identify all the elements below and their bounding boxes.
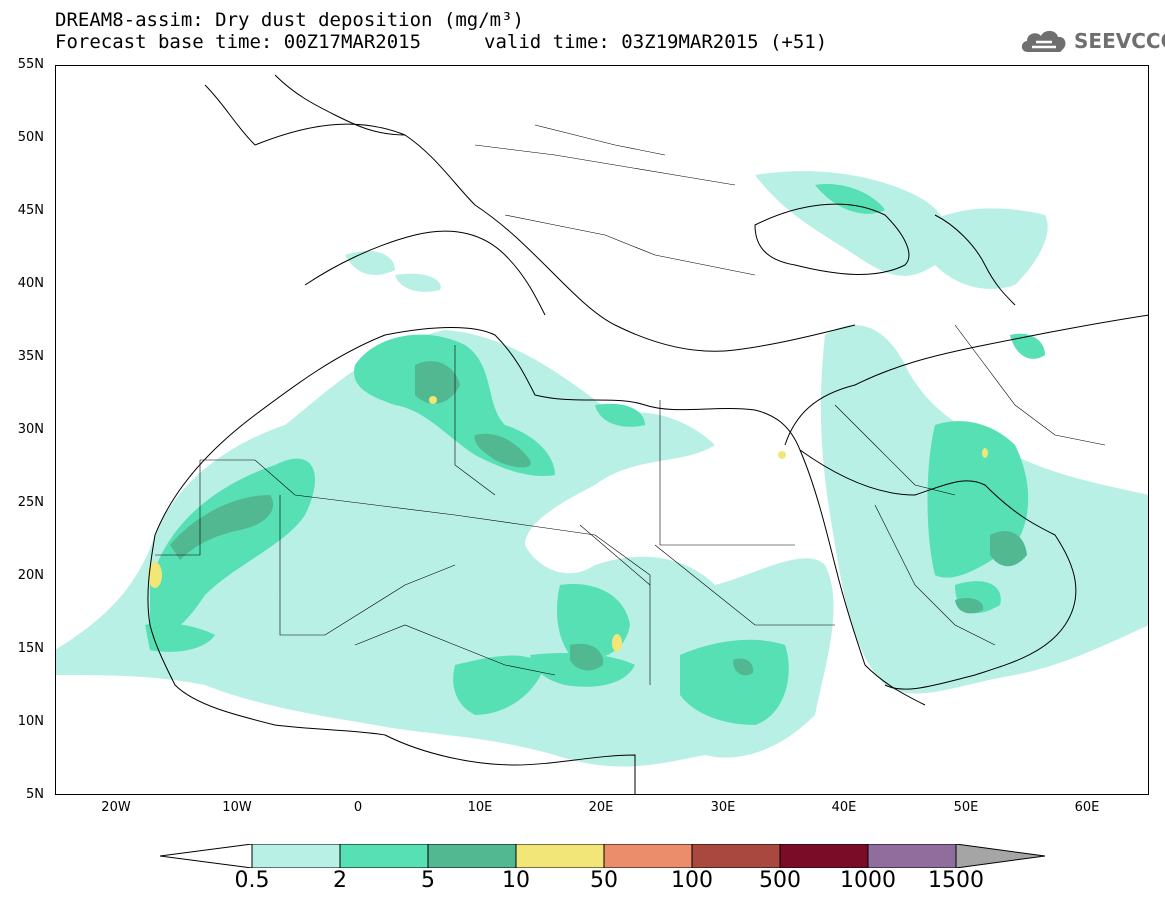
lat-label-45n: 45N — [17, 203, 44, 218]
lat-label-50n: 50N — [17, 130, 44, 145]
logo-text: SEEVCCC — [1074, 29, 1165, 53]
lat-label-30n: 30N — [17, 422, 44, 437]
colorbar-label-1500: 1500 — [928, 868, 984, 893]
country-borders — [155, 124, 1106, 685]
lat-label-35n: 35N — [17, 349, 44, 364]
lon-label-10e: 10E — [467, 800, 493, 815]
lat-label-55n: 55N — [17, 57, 44, 72]
valid-time: valid time: 03Z19MAR2015 (+51) — [484, 31, 828, 53]
lat-label-15n: 15N — [17, 641, 44, 656]
colorbar-label-2: 2 — [333, 868, 347, 893]
colorbar-low-arrow — [160, 844, 253, 868]
deposition-level-2 — [145, 184, 1045, 725]
dust-deposition-map — [55, 65, 1149, 795]
lat-label-20n: 20N — [17, 568, 44, 583]
colorbar-label-500: 500 — [759, 868, 801, 893]
colorbar-label-1000: 1000 — [840, 868, 896, 893]
map-title: DREAM8-assim: Dry dust deposition (mg/m³… — [55, 9, 524, 31]
colorbar-swatch-50-100 — [603, 844, 693, 868]
lon-label-30e: 30E — [710, 800, 736, 815]
colorbar-swatch-5-10 — [427, 844, 517, 868]
colorbar-label-50: 50 — [590, 868, 618, 893]
colorbar-swatch-1000-1500 — [867, 844, 957, 868]
lon-label-20w: 20W — [101, 800, 131, 815]
colorbar — [160, 844, 1045, 868]
lon-label-60e: 60E — [1074, 800, 1100, 815]
colorbar-high-arrow — [955, 844, 1045, 868]
deposition-level-5 — [170, 361, 1027, 676]
colorbar-swatch-0.5-2 — [251, 844, 341, 868]
colorbar-swatch-500-1000 — [779, 844, 869, 868]
lat-label-40n: 40N — [17, 276, 44, 291]
lat-label-10n: 10N — [17, 714, 44, 729]
lon-label-20e: 20E — [588, 800, 614, 815]
cloud-icon — [1021, 30, 1066, 52]
lon-label-50e: 50E — [953, 800, 979, 815]
lon-label-40e: 40E — [831, 800, 857, 815]
colorbar-swatch-10-50 — [515, 844, 605, 868]
colorbar-label-10: 10 — [502, 868, 530, 893]
coastlines — [147, 74, 1149, 795]
colorbar-label-5: 5 — [421, 868, 435, 893]
deposition-level-10 — [148, 396, 988, 652]
seevccc-logo: SEEVCCC — [1018, 26, 1165, 56]
colorbar-swatch-2-5 — [339, 844, 429, 868]
colorbar-swatch-100-500 — [691, 844, 781, 868]
lon-label-10w: 10W — [222, 800, 252, 815]
lat-label-25n: 25N — [17, 495, 44, 510]
deposition-level-0.5 — [55, 171, 1149, 767]
forecast-base-time: Forecast base time: 00Z17MAR2015 — [55, 31, 422, 53]
colorbar-label-0.5: 0.5 — [234, 868, 270, 893]
lat-label-5n: 5N — [26, 787, 44, 802]
colorbar-label-100: 100 — [671, 868, 713, 893]
lon-label-0: 0 — [353, 800, 363, 815]
